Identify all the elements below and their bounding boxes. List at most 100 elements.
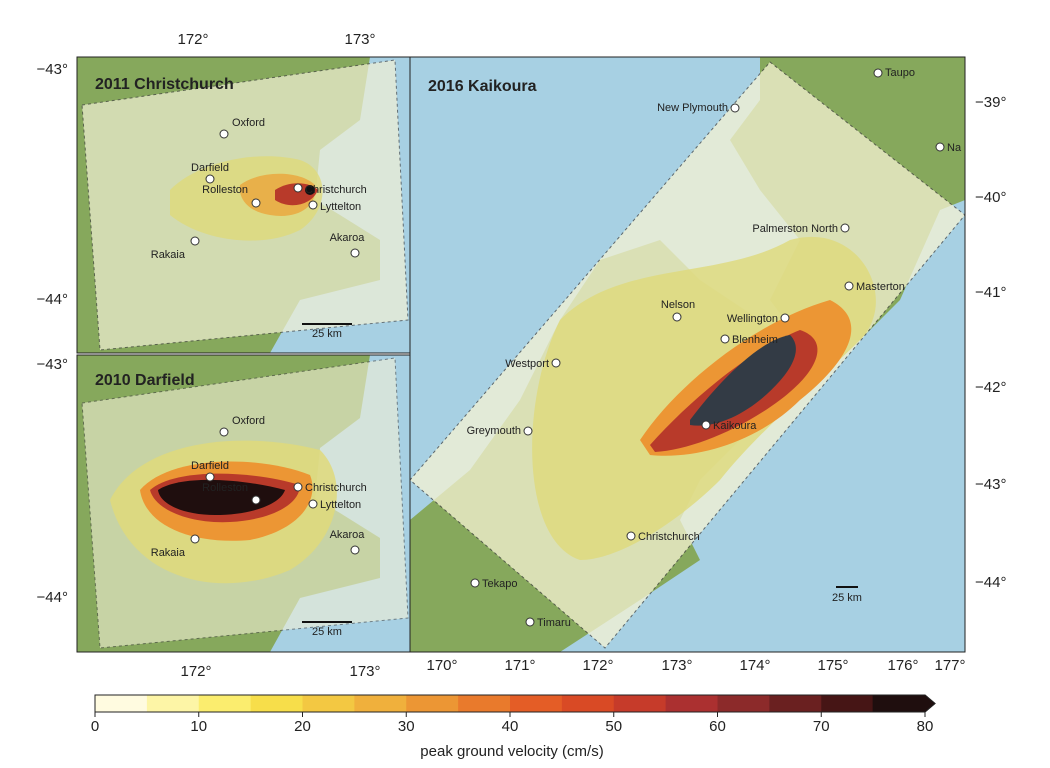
place-marker bbox=[293, 482, 303, 492]
colorbar-bin bbox=[872, 694, 936, 713]
coordinate-label: −39° bbox=[975, 94, 1006, 111]
place-marker bbox=[730, 103, 740, 113]
coordinate-label: −40° bbox=[975, 189, 1006, 206]
map-darfield bbox=[77, 355, 410, 652]
coordinate-label: 172° bbox=[177, 31, 208, 48]
colorbar-bin bbox=[406, 695, 459, 712]
colorbar-tick-label: 50 bbox=[605, 718, 622, 735]
map-christchurch bbox=[77, 57, 410, 353]
place-marker bbox=[873, 68, 883, 78]
place-label: Rolleston bbox=[202, 482, 248, 494]
colorbar-bin bbox=[95, 695, 148, 712]
place-marker bbox=[308, 499, 318, 509]
coordinate-label: 176° bbox=[887, 657, 918, 674]
place-label: Taupo bbox=[885, 67, 915, 79]
place-marker bbox=[293, 183, 303, 193]
place-marker bbox=[701, 420, 711, 430]
colorbar-bin bbox=[821, 695, 874, 712]
place-label: Greymouth bbox=[467, 425, 521, 437]
place-marker bbox=[626, 531, 636, 541]
place-label: Lyttelton bbox=[320, 201, 361, 213]
place-label: Rakaia bbox=[151, 249, 186, 261]
place-marker bbox=[470, 578, 480, 588]
place-label: Akaroa bbox=[330, 232, 366, 244]
coordinate-label: −42° bbox=[975, 379, 1006, 396]
place-marker bbox=[190, 236, 200, 246]
place-label: Nelson bbox=[661, 299, 695, 311]
panel-frame bbox=[409, 56, 966, 653]
place-marker bbox=[840, 223, 850, 233]
place-label: New Plymouth bbox=[657, 102, 728, 114]
place-label: Tekapo bbox=[482, 578, 517, 590]
coordinate-label: −41° bbox=[975, 284, 1006, 301]
colorbar-bin bbox=[769, 695, 822, 712]
colorbar-tick-label: 0 bbox=[91, 718, 99, 735]
place-marker bbox=[551, 358, 561, 368]
place-label: Lyttelton bbox=[320, 499, 361, 511]
place-label: Rolleston bbox=[202, 184, 248, 196]
panel-title: 2011 Christchurch bbox=[95, 76, 234, 93]
panel-title: 2010 Darfield bbox=[95, 372, 195, 389]
colorbar-bin bbox=[250, 695, 303, 712]
colorbar-bin bbox=[665, 695, 718, 712]
coordinate-label: −43° bbox=[37, 61, 68, 78]
colorbar-tick-label: 60 bbox=[709, 718, 726, 735]
place-marker bbox=[308, 200, 318, 210]
colorbar-bin bbox=[613, 695, 667, 712]
place-label: Christchurch bbox=[305, 482, 367, 494]
place-label: Rakaia bbox=[151, 547, 186, 559]
place-marker bbox=[219, 427, 229, 437]
place-label: Timaru bbox=[537, 617, 571, 629]
place-label: Akaroa bbox=[330, 529, 366, 541]
coordinate-label: 175° bbox=[817, 657, 848, 674]
colorbar-tick-label: 10 bbox=[190, 718, 207, 735]
place-label: Masterton bbox=[856, 281, 905, 293]
colorbar-tick-label: 30 bbox=[398, 718, 415, 735]
colorbar-bin bbox=[510, 695, 563, 712]
colorbar-bin bbox=[458, 695, 511, 712]
place-marker bbox=[720, 334, 730, 344]
coordinate-label: 174° bbox=[739, 657, 770, 674]
place-label: Na bbox=[947, 142, 962, 154]
place-marker bbox=[251, 198, 261, 208]
colorbar-bin bbox=[146, 695, 200, 712]
place-marker bbox=[251, 495, 261, 505]
place-label: Darfield bbox=[191, 162, 229, 174]
coordinate-label: −44° bbox=[37, 291, 68, 308]
place-marker bbox=[350, 248, 360, 258]
scale-label: 25 km bbox=[312, 328, 342, 340]
colorbar-tick-label: 40 bbox=[502, 718, 519, 735]
place-marker bbox=[672, 312, 682, 322]
map-kaikoura bbox=[410, 57, 965, 652]
coordinate-label: −43° bbox=[37, 356, 68, 373]
colorbar-label: peak ground velocity (cm/s) bbox=[420, 743, 603, 760]
place-marker bbox=[219, 129, 229, 139]
colorbar-bin bbox=[302, 695, 355, 712]
place-marker bbox=[205, 174, 215, 184]
place-marker bbox=[350, 545, 360, 555]
coordinate-label: 173° bbox=[661, 657, 692, 674]
place-label: Christchurch bbox=[638, 531, 700, 543]
place-label: Kaikoura bbox=[713, 420, 757, 432]
panel-title: 2016 Kaikoura bbox=[428, 78, 537, 95]
place-marker bbox=[525, 617, 535, 627]
place-label: Blenheim bbox=[732, 334, 778, 346]
place-label: Wellington bbox=[727, 313, 778, 325]
colorbar-tick-label: 70 bbox=[813, 718, 830, 735]
place-label: Christchurch bbox=[305, 184, 367, 196]
place-label: Palmerston North bbox=[752, 223, 838, 235]
coordinate-label: 177° bbox=[934, 657, 965, 674]
colorbar-bin bbox=[354, 695, 407, 712]
colorbar-bin bbox=[198, 695, 252, 712]
place-label: Darfield bbox=[191, 460, 229, 472]
coordinate-label: 172° bbox=[582, 657, 613, 674]
place-marker bbox=[523, 426, 533, 436]
coordinate-label: −43° bbox=[975, 476, 1006, 493]
colorbar-tick-label: 20 bbox=[294, 718, 311, 735]
scale-label: 25 km bbox=[312, 626, 342, 638]
colorbar-tick-label: 80 bbox=[917, 718, 934, 735]
colorbar-bin bbox=[561, 695, 615, 712]
place-marker bbox=[190, 534, 200, 544]
coordinate-label: 173° bbox=[349, 663, 380, 680]
